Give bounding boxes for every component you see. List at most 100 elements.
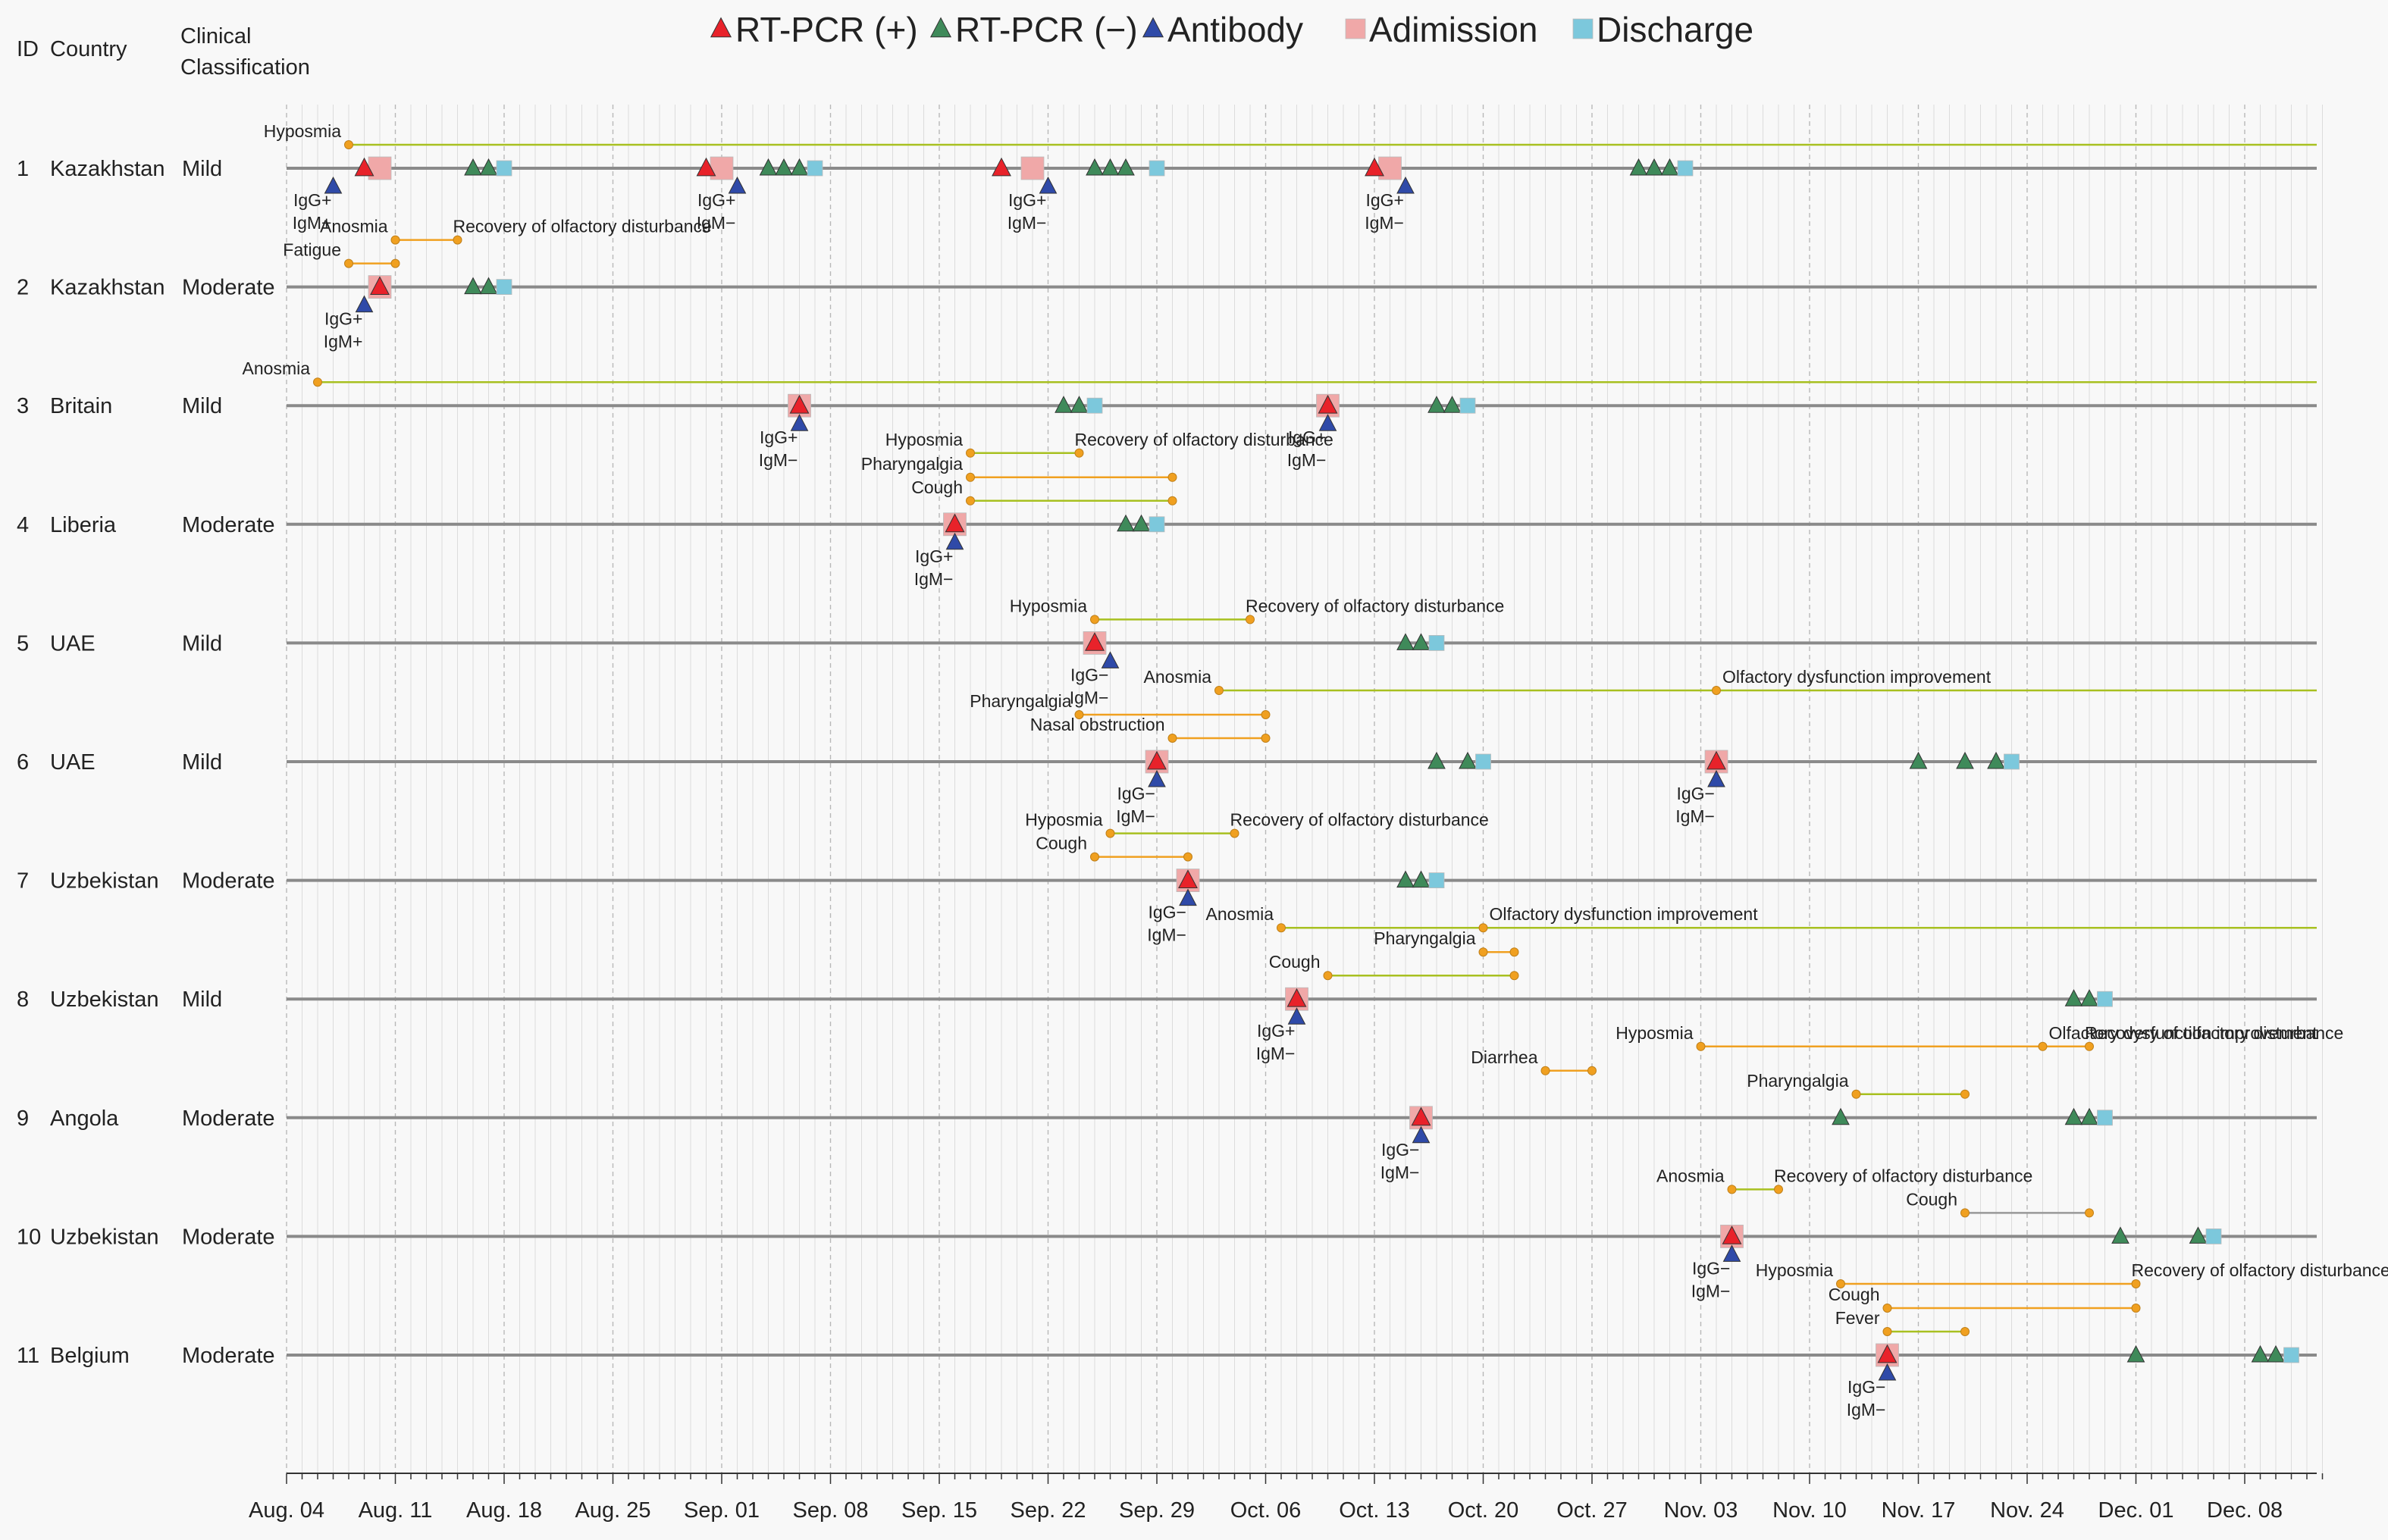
symptom-start-dot	[1541, 1066, 1550, 1075]
symptom-start-dot	[967, 473, 975, 481]
symptom-start-dot	[1852, 1090, 1860, 1098]
antibody-igm-label: IgM−	[1287, 450, 1327, 470]
case-classification: Moderate	[182, 1225, 275, 1249]
case-id: 6	[17, 750, 29, 775]
x-tick-label: Oct. 27	[1556, 1498, 1628, 1523]
symptom-end-dot	[1588, 1066, 1597, 1075]
symptom-end-dot	[1961, 1090, 1970, 1098]
symptom-start-dot	[967, 496, 975, 505]
antibody-igg-label: IgG+	[760, 427, 798, 447]
admission-marker	[368, 157, 391, 180]
symptom-label: Cough	[911, 477, 963, 497]
symptom-end-dot	[1168, 496, 1177, 505]
antibody-igg-label: IgG+	[1365, 190, 1404, 210]
symptom-mid-dot	[1479, 924, 1487, 932]
symptom-end-dot	[2132, 1304, 2140, 1313]
admission-marker	[1021, 157, 1044, 180]
antibody-igm-label: IgM−	[1116, 806, 1155, 826]
discharge-marker	[1429, 635, 1444, 650]
symptom-label: Cough	[1829, 1285, 1880, 1304]
symptom-label: Pharyngalgia	[1747, 1071, 1848, 1091]
antibody-igm-label: IgM+	[324, 332, 363, 352]
symptom-mid-label: Olfactory dysfunction improvement	[1722, 667, 1992, 687]
antibody-igm-label: IgM−	[1256, 1044, 1296, 1063]
case-classification: Mild	[182, 631, 222, 656]
discharge-marker	[497, 280, 512, 295]
case-id: 2	[17, 276, 29, 300]
symptom-end-dot	[2132, 1280, 2140, 1288]
discharge-marker	[2098, 991, 2113, 1006]
admission-marker	[1379, 157, 1402, 180]
antibody-igg-label: IgG−	[1676, 784, 1715, 803]
legend-marker-3	[1346, 19, 1365, 39]
symptom-end-dot	[1510, 948, 1518, 956]
symptom-mid-label: Olfactory dysfunction improvement	[1490, 904, 1759, 924]
case-id: 5	[17, 631, 29, 656]
header-classification-line1: Clinical	[180, 24, 251, 49]
case-classification: Moderate	[182, 1106, 275, 1131]
x-tick-label: Aug. 25	[575, 1498, 651, 1523]
case-classification: Mild	[182, 157, 222, 181]
antibody-igm-label: IgM−	[1847, 1400, 1886, 1419]
case-country: Angola	[50, 1106, 119, 1131]
discharge-marker	[807, 161, 823, 176]
header-classification-line2: Classification	[180, 55, 310, 80]
symptom-end-dot	[1246, 615, 1255, 624]
symptom-end-dot	[1184, 853, 1192, 861]
legend-label: Antibody	[1167, 10, 1303, 49]
symptom-label: Anosmia	[1144, 667, 1212, 687]
symptom-label: Fever	[1835, 1308, 1880, 1328]
symptom-end-dot	[1775, 1185, 1783, 1194]
antibody-igm-label: IgM−	[1675, 806, 1715, 826]
admission-marker	[710, 157, 733, 180]
discharge-marker	[1429, 873, 1444, 888]
x-tick-label: Sep. 01	[684, 1498, 760, 1523]
x-tick-label: Aug. 11	[359, 1498, 433, 1523]
symptom-start-dot	[1961, 1209, 1970, 1217]
symptom-end-dot	[1230, 829, 1239, 837]
case-classification: Moderate	[182, 1344, 275, 1368]
symptom-label: Pharyngalgia	[1374, 928, 1475, 948]
discharge-marker	[1678, 161, 1693, 176]
legend-label: RT-PCR (−)	[955, 10, 1138, 49]
antibody-igg-label: IgG−	[1381, 1140, 1420, 1160]
legend-label: RT-PCR (+)	[735, 10, 918, 49]
symptom-start-dot	[1883, 1328, 1891, 1336]
x-tick-label: Nov. 10	[1772, 1498, 1847, 1523]
symptom-label: Cough	[1906, 1189, 1957, 1209]
case-country: Britain	[50, 394, 112, 418]
symptom-end-dot	[2086, 1209, 2094, 1217]
symptom-end-label: Recovery of olfactory disturbance	[453, 217, 712, 236]
case-id: 3	[17, 394, 29, 418]
antibody-igg-label: IgG+	[915, 546, 954, 566]
case-id: 8	[17, 988, 29, 1012]
case-id: 9	[17, 1106, 29, 1131]
case-country: Uzbekistan	[50, 1225, 158, 1249]
antibody-igg-label: IgG−	[1692, 1258, 1731, 1278]
symptom-start-dot	[1168, 734, 1177, 743]
discharge-marker	[2098, 1110, 2113, 1125]
legend-label: Adimission	[1369, 10, 1537, 49]
symptom-start-dot	[1091, 853, 1099, 861]
antibody-igg-label: IgG+	[1008, 190, 1047, 210]
symptom-start-dot	[391, 236, 400, 244]
discharge-marker	[2284, 1348, 2299, 1363]
antibody-igg-label: IgG−	[1117, 784, 1155, 803]
legend-marker-0	[711, 18, 731, 37]
symptom-start-dot	[1883, 1304, 1891, 1313]
x-tick-label: Dec. 01	[2098, 1498, 2174, 1523]
x-tick-label: Aug. 18	[466, 1498, 542, 1523]
discharge-marker	[1460, 398, 1475, 413]
legend-marker-2	[1143, 18, 1163, 37]
header-country: Country	[50, 37, 127, 61]
case-id: 1	[17, 157, 29, 181]
legend-marker-4	[1573, 19, 1593, 39]
x-tick-label: Oct. 13	[1339, 1498, 1410, 1523]
symptom-start-dot	[314, 378, 322, 387]
